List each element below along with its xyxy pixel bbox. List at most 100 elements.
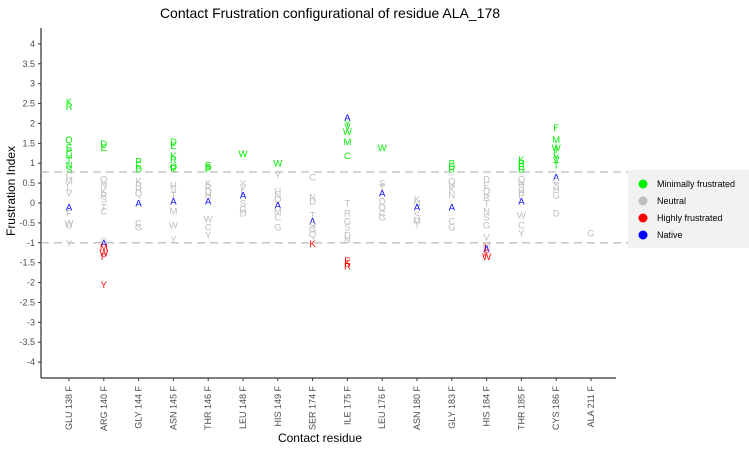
data-point-neutral: C [553,177,560,188]
data-point-neutral: G [587,228,594,239]
x-tick-label: GLU 138 F [64,386,74,431]
data-point-high: K [309,239,316,250]
legend-background [628,170,749,248]
data-point-minimal: K [66,97,73,108]
data-point-native: A [344,113,351,124]
data-point-minimal: H [66,151,73,162]
data-point-neutral: T [414,220,420,231]
data-point-neutral: H [170,181,177,192]
data-point-neutral: Q [448,177,455,188]
data-point-neutral: S [518,183,524,194]
data-point-minimal: D [448,162,455,173]
data-point-minimal: E [170,141,176,152]
data-point-native: A [205,197,212,208]
data-point-neutral: K [449,185,456,196]
data-point-neutral: G [100,236,107,247]
x-tick-label: CYS 186 F [551,386,561,431]
data-point-neutral: T [170,191,176,202]
data-point-neutral: N [414,199,421,210]
y-tick-label: -4 [27,357,35,367]
data-point-minimal: Y [344,119,351,130]
data-point-minimal: W [239,149,248,160]
legend-label: Minimally frustrated [657,179,735,189]
data-point-high: W [99,248,108,259]
y-tick-label: 4 [30,39,35,49]
data-point-minimal: V [553,156,560,167]
data-point-neutral: H [274,187,281,198]
y-tick-label: 1 [30,158,35,168]
data-point-neutral: C [518,220,525,231]
data-point-high: F [484,248,490,259]
data-point-native: A [275,200,282,211]
data-point-high: R [344,261,351,272]
data-point-neutral: C [205,222,212,233]
legend-swatch [638,196,648,206]
data-point-minimal: R [448,165,455,176]
data-point-native: A [414,202,421,213]
y-tick-label: 3.5 [22,59,35,69]
y-tick-label: -2 [27,278,35,288]
data-point-high: Y [101,280,108,291]
data-point-neutral: T [379,183,385,194]
data-point-minimal: Q [65,135,72,146]
legend: Minimally frustrated Neutral Highly frustr… [628,170,749,248]
data-point-minimal: D [100,139,107,150]
data-point-minimal: D [170,137,177,148]
data-point-minimal: E [135,161,141,172]
data-point-neutral: S [344,222,350,233]
y-tick-label: 0 [30,198,35,208]
data-point-neutral: T [484,199,490,210]
data-point-neutral: Y [170,234,177,245]
data-point-neutral: D [379,197,386,208]
legend-label: Highly frustrated [657,213,723,223]
x-tick-label: THR 185 F [516,386,526,431]
data-point-neutral: C [100,206,107,217]
data-point-neutral: T [310,210,316,221]
data-point-neutral: V [483,232,490,243]
data-point-neutral: H [518,187,525,198]
data-point-native: A [101,238,108,249]
x-tick-label: HIS 184 F [482,386,492,427]
data-point-neutral: H [553,185,560,196]
data-point-minimal: K [518,155,525,166]
data-point-neutral: T [101,202,107,213]
data-point-neutral: N [448,191,455,202]
data-point-neutral: P [518,191,524,202]
legend-label: Neutral [657,196,686,206]
data-point-neutral: C [309,173,316,184]
y-tick-label: -2.5 [19,297,35,307]
data-point-minimal: P [205,165,211,176]
data-point-neutral: M [413,216,421,227]
data-point-neutral: C [448,216,455,227]
data-point-neutral: S [414,210,420,221]
data-point-minimal: L [554,149,559,160]
data-point-neutral: M [65,177,73,188]
data-point-native: A [309,216,316,227]
data-point-neutral: N [518,179,525,190]
data-point-native: A [170,197,177,208]
data-point-minimal: K [170,151,177,162]
data-point-neutral: Q [518,175,525,186]
x-tick-label: THR 146 F [203,386,213,431]
data-point-neutral: Q [274,195,281,206]
data-point-neutral: Q [135,189,142,200]
x-tick-label: GLY 144 F [134,386,144,429]
y-tick-label: -3.5 [19,337,35,347]
y-tick-label: -0.5 [19,218,35,228]
x-tick-label: ILE 175 F [342,386,352,426]
data-point-native: A [135,199,142,210]
data-point-minimal: E [101,143,107,154]
data-point-neutral: K [135,177,142,188]
data-point-minimal: E [205,161,211,172]
data-point-neutral: S [101,195,107,206]
y-tick-label: 3 [30,79,35,89]
data-point-neutral: G [553,191,560,202]
data-point-neutral: N [483,206,490,217]
data-point-minimal: W [343,127,352,138]
legend-label: Native [657,230,683,240]
data-point-neutral: W [204,214,213,225]
data-point-minimal: P [135,157,141,168]
data-point-minimal: M [343,137,351,148]
data-point-neutral: S [483,212,489,223]
data-point-neutral: N [309,193,316,204]
